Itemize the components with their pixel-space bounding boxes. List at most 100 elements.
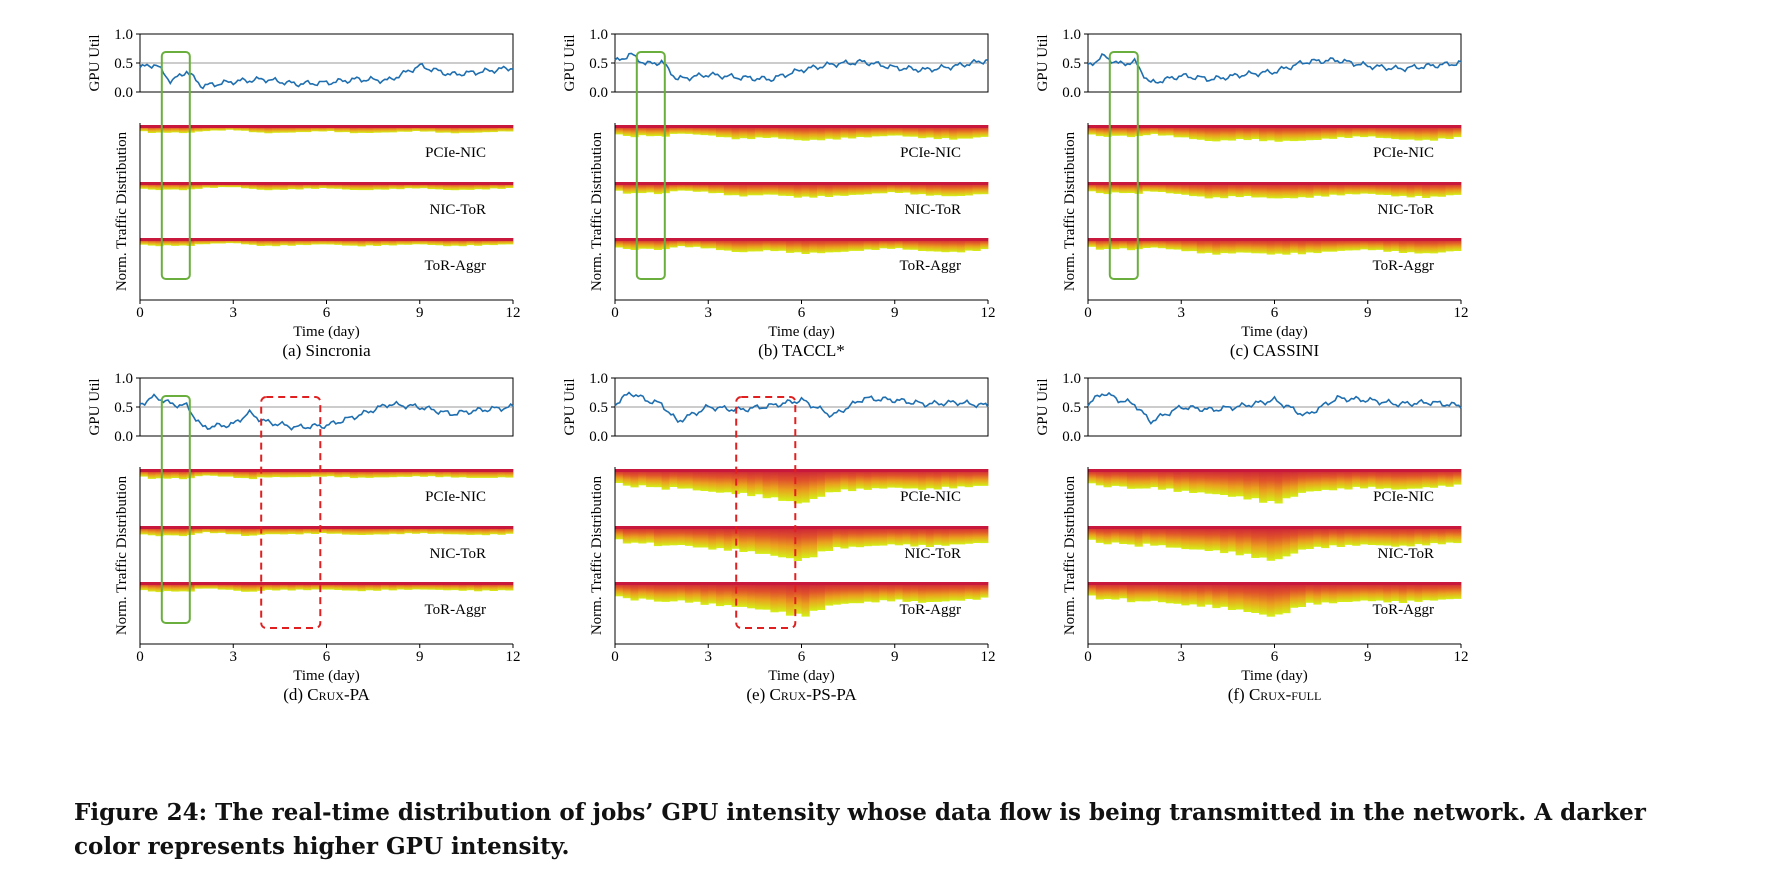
y-tick-label: 0.0 (589, 85, 608, 101)
traffic-bar (1313, 238, 1322, 254)
traffic-bar (817, 469, 826, 497)
traffic-bar (1095, 526, 1104, 543)
traffic-bar (1391, 182, 1400, 197)
traffic-bar (357, 238, 366, 247)
traffic-bar (1251, 182, 1260, 198)
traffic-bar (1142, 125, 1151, 136)
traffic-bar (1336, 182, 1345, 196)
traffic-bar (1119, 526, 1128, 544)
traffic-bar (404, 238, 413, 245)
traffic-bar (692, 582, 701, 602)
traffic-bar (1305, 125, 1314, 141)
traffic-bar (1445, 469, 1454, 487)
traffic-bar (918, 469, 927, 490)
traffic-bar (1274, 526, 1283, 560)
panel-subtitle: (f) Crux-full (1228, 685, 1322, 704)
traffic-axis-label: Norm. Traffic Distribution (114, 475, 130, 635)
traffic-bar (630, 526, 639, 543)
traffic-bar (708, 526, 717, 550)
traffic-bar (723, 469, 732, 493)
traffic-bar (171, 582, 180, 592)
traffic-bar (739, 526, 748, 552)
traffic-bar (1103, 526, 1112, 545)
traffic-bar (396, 469, 405, 477)
traffic-bar (1290, 526, 1299, 554)
traffic-bar (1344, 582, 1353, 602)
traffic-band-top (615, 125, 988, 128)
traffic-bar (824, 182, 833, 197)
traffic-bar (1220, 582, 1229, 607)
traffic-bar (505, 469, 514, 478)
traffic-bar (140, 238, 149, 245)
gpu-util-axis-label: GPU Util (562, 34, 578, 91)
traffic-bar (723, 582, 732, 606)
traffic-bar (653, 582, 663, 602)
traffic-bar (716, 526, 725, 549)
traffic-bar (1336, 469, 1345, 489)
traffic-bar (1344, 526, 1353, 545)
traffic-bar (1173, 125, 1182, 138)
traffic-bar (754, 238, 764, 252)
traffic-bar (910, 469, 919, 489)
traffic-bar (894, 238, 903, 249)
traffic-bar (1360, 526, 1369, 545)
traffic-axis-label: Norm. Traffic Distribution (589, 131, 605, 291)
traffic-bar (863, 526, 872, 547)
traffic-bar (1204, 469, 1213, 494)
band-label: NIC-ToR (430, 202, 486, 218)
x-tick-label: 9 (891, 649, 899, 665)
traffic-bar (902, 582, 911, 602)
traffic-bar (419, 469, 428, 477)
traffic-bar (1235, 238, 1244, 253)
traffic-bar (700, 238, 709, 249)
traffic-bar (1313, 582, 1322, 605)
traffic-bar (1352, 238, 1361, 251)
traffic-bar (1119, 238, 1128, 249)
traffic-bar (1150, 582, 1159, 601)
traffic-bar (817, 582, 826, 610)
traffic-bar (489, 469, 498, 478)
traffic-bar (1212, 582, 1221, 609)
traffic-bar (443, 125, 452, 133)
traffic-bar (980, 526, 989, 544)
traffic-bar (178, 526, 188, 537)
traffic-bar (349, 238, 358, 246)
traffic-bar (1243, 469, 1252, 500)
traffic-bar (646, 469, 655, 488)
traffic-bar (1266, 182, 1275, 199)
traffic-bar (1189, 125, 1198, 140)
traffic-bar (980, 238, 989, 250)
traffic-bar (1095, 582, 1104, 600)
traffic-bar (653, 526, 663, 547)
traffic-bar (1328, 582, 1338, 604)
gpu-util-line (139, 62, 514, 90)
y-tick-label: 1.0 (589, 27, 608, 43)
traffic-bar (1165, 469, 1174, 489)
traffic-bar (287, 125, 296, 133)
traffic-bar (279, 526, 289, 535)
traffic-bar (739, 125, 748, 139)
x-axis-label: Time (day) (293, 324, 360, 340)
traffic-bar (326, 582, 335, 590)
traffic-bar (622, 125, 631, 136)
traffic-bar (435, 582, 444, 590)
traffic-bar (287, 238, 296, 246)
traffic-bar (1243, 238, 1252, 253)
x-tick-label: 12 (981, 305, 996, 321)
traffic-bar (1111, 125, 1120, 136)
y-tick-label: 0.0 (114, 85, 133, 101)
traffic-bar (793, 238, 802, 253)
traffic-bar (1406, 182, 1415, 198)
traffic-bar (194, 469, 203, 477)
traffic-bar (1422, 526, 1431, 546)
traffic-bar (754, 526, 764, 554)
traffic-bar (396, 238, 405, 245)
x-tick-label: 12 (506, 649, 521, 665)
traffic-bar (380, 582, 390, 590)
traffic-band-nic-tor: NIC-ToR (615, 526, 989, 562)
traffic-bar (147, 182, 156, 190)
traffic-bar (326, 469, 335, 477)
traffic-bar (357, 582, 366, 592)
traffic-bar (1243, 125, 1252, 141)
traffic-bar (754, 582, 764, 610)
